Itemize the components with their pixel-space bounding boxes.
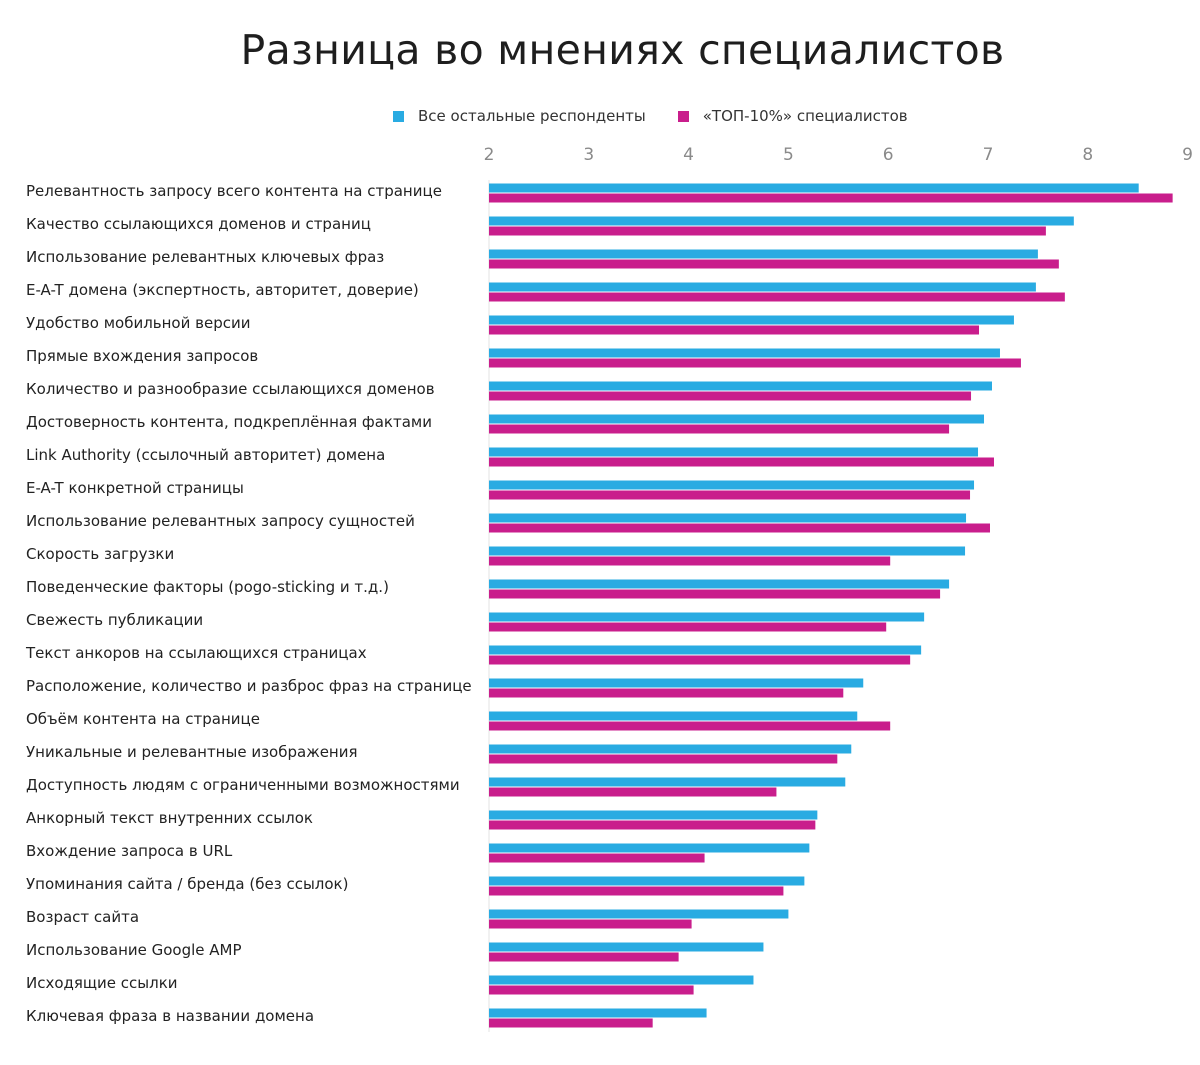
bar-others — [489, 678, 864, 688]
bar-top10 — [489, 391, 972, 401]
legend-item-top10: «ТОП-10%» специалистов — [677, 107, 908, 125]
bar-others — [489, 711, 858, 721]
bar-others — [489, 480, 975, 490]
x-tick-label: 5 — [783, 145, 794, 165]
bar-others — [489, 1008, 707, 1018]
bar-others — [489, 546, 966, 556]
bar-others — [489, 975, 754, 985]
bar-others — [489, 909, 789, 919]
bar-others — [489, 381, 992, 391]
bar-top10 — [489, 754, 838, 764]
bar-others — [489, 612, 925, 622]
bar-others — [489, 645, 922, 655]
category-label: Текст анкоров на ссылающихся страницах — [25, 644, 367, 662]
category-label: Исходящие ссылки — [26, 974, 178, 992]
category-label: Поведенческие факторы (pogo-sticking и т… — [26, 578, 389, 596]
category-label: Использование Google AMP — [26, 941, 242, 959]
category-label: Вхождение запроса в URL — [26, 842, 233, 860]
x-tick-label: 8 — [1082, 145, 1093, 165]
category-label: Link Authority (ссылочный авторитет) дом… — [26, 446, 385, 464]
bar-top10 — [489, 787, 777, 797]
category-label: Количество и разнообразие ссылающихся до… — [26, 380, 435, 398]
bar-others — [489, 513, 967, 523]
bar-others — [489, 315, 1014, 325]
bar-top10 — [489, 721, 891, 731]
x-tick-label: 3 — [583, 145, 594, 165]
x-tick-label: 6 — [883, 145, 894, 165]
bar-others — [489, 942, 764, 952]
bar-others — [489, 282, 1036, 292]
bar-top10 — [489, 490, 971, 500]
bar-top10 — [489, 688, 844, 698]
bar-top10 — [489, 556, 891, 566]
category-label: Прямые вхождения запросов — [26, 347, 258, 365]
category-label: Уникальные и релевантные изображения — [26, 743, 358, 761]
bar-others — [489, 579, 950, 589]
category-label: Скорость загрузки — [26, 545, 174, 563]
bar-others — [489, 348, 1000, 358]
legend-label-top10: «ТОП-10%» специалистов — [702, 107, 908, 125]
category-label: Объём контента на странице — [26, 710, 260, 728]
bar-top10 — [489, 325, 980, 335]
legend-label-others: Все остальные респонденты — [418, 107, 646, 125]
bar-others — [489, 249, 1038, 259]
x-tick-label: 9 — [1182, 145, 1193, 165]
bar-others — [489, 183, 1139, 193]
bar-others — [489, 447, 979, 457]
category-label: Возраст сайта — [26, 908, 139, 926]
category-label: Доступность людям с ограниченными возмож… — [26, 776, 460, 794]
bar-top10 — [489, 259, 1059, 269]
x-tick-label: 4 — [683, 145, 694, 165]
bar-top10 — [489, 886, 784, 896]
bar-top10 — [489, 358, 1021, 368]
category-label: Упоминания сайта / бренда (без ссылок) — [26, 875, 348, 893]
bar-top10 — [489, 952, 679, 962]
x-tick-label: 2 — [484, 145, 495, 165]
category-label: Релевантность запросу всего контента на … — [26, 182, 442, 200]
legend: Все остальные респонденты «ТОП-10%» спец… — [393, 107, 940, 125]
category-label: Свежесть публикации — [26, 611, 203, 629]
bar-top10 — [489, 655, 911, 665]
bar-top10 — [489, 424, 950, 434]
category-label: Ключевая фраза в названии домена — [26, 1007, 314, 1025]
bar-top10 — [489, 622, 887, 632]
bar-top10 — [489, 193, 1173, 203]
legend-item-others: Все остальные респонденты — [393, 107, 646, 125]
bar-top10 — [489, 457, 994, 467]
category-label: Удобство мобильной версии — [26, 314, 250, 332]
bar-others — [489, 810, 818, 820]
bar-others — [489, 414, 985, 424]
category-label: Расположение, количество и разброс фраз … — [26, 677, 472, 695]
bar-top10 — [489, 226, 1046, 236]
legend-swatch-top10 — [677, 110, 689, 122]
category-label: E-A-T конкретной страницы — [26, 479, 244, 497]
bar-others — [489, 777, 846, 787]
bar-top10 — [489, 523, 990, 533]
bar-top10 — [489, 919, 692, 929]
category-label: Качество ссылающихся доменов и страниц — [26, 215, 371, 233]
category-label: Использование релевантных запросу сущнос… — [26, 512, 415, 530]
bar-top10 — [489, 853, 705, 863]
bar-others — [489, 876, 805, 886]
chart-title: Разница во мнениях специалистов — [240, 26, 1005, 74]
bar-top10 — [489, 1018, 653, 1028]
legend-swatch-others — [393, 110, 404, 122]
category-label: Использование релевантных ключевых фраз — [26, 248, 384, 266]
bar-top10 — [489, 292, 1065, 302]
bar-others — [489, 744, 852, 754]
x-tick-label: 7 — [983, 145, 994, 165]
bar-top10 — [489, 985, 694, 995]
bar-others — [489, 216, 1074, 226]
bar-top10 — [489, 589, 941, 599]
bar-top10 — [489, 820, 816, 830]
category-label: Анкорный текст внутренних ссылок — [26, 809, 313, 827]
category-label: E-A-T домена (экспертность, авторитет, д… — [26, 281, 419, 299]
bar-others — [489, 843, 810, 853]
category-label: Достоверность контента, подкреплённая фа… — [26, 413, 432, 431]
